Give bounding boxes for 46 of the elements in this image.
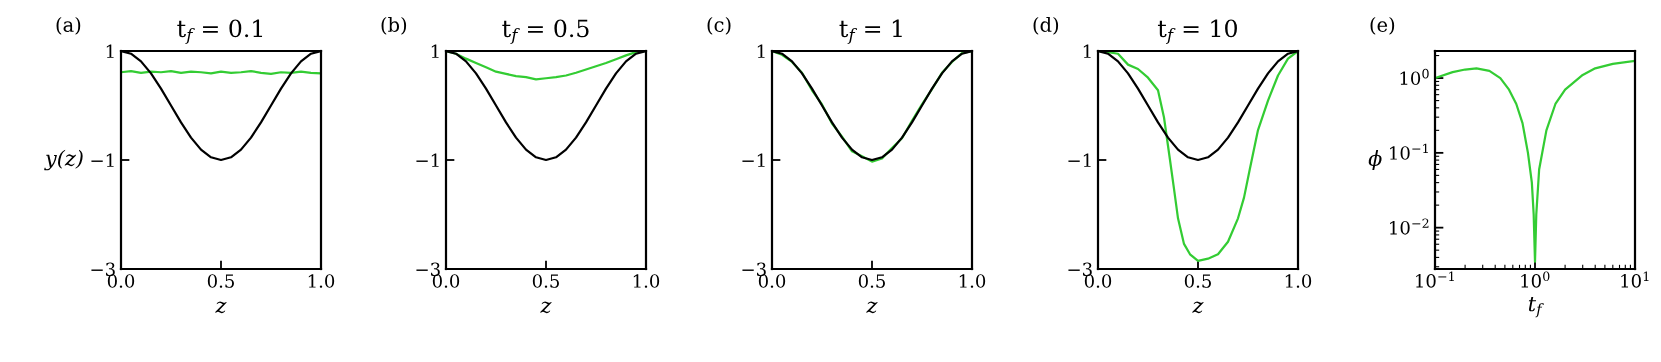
x-tick-label: 10$^{−1}$ (1416, 271, 1454, 288)
y-tick-label: −1 (1068, 153, 1091, 167)
y-tick-label: 10$^{0}$ (1400, 68, 1429, 86)
y-tick-label: −3 (742, 262, 766, 277)
x-axis-title: z (215, 301, 227, 314)
x-axis-title: z (1192, 301, 1204, 314)
chart-title: t$_{f}$ = 0.5 (502, 19, 589, 45)
text: (a) (56, 16, 81, 35)
y-tick-label: −1 (742, 153, 765, 167)
x-tick-label: 10$^{0}$ (1521, 271, 1550, 288)
y-tick-label: 1 (757, 44, 765, 58)
y-tick-label: 10$^{−1}$ (1390, 143, 1428, 160)
x-tick-label: 1.0 (308, 274, 335, 288)
x-tick-label: 0.5 (532, 274, 559, 288)
x-tick-label: 1.0 (959, 274, 986, 288)
y-tick-label: −3 (91, 262, 115, 277)
x-tick-label: 0.5 (1184, 274, 1211, 288)
x-tick-label: 0.5 (207, 274, 234, 288)
x-axis-title: t$_{f}$ (1528, 296, 1544, 318)
text: (b) (381, 16, 407, 35)
x-tick-label: 0.0 (1084, 274, 1112, 288)
y-tick-label: 1 (106, 44, 114, 58)
y-tick-label: 1 (1083, 44, 1091, 58)
x-axis-title: z (540, 301, 552, 314)
x-tick-label: 0.0 (432, 274, 460, 288)
y-tick-label: −3 (416, 262, 440, 277)
y-tick-label: 1 (431, 44, 439, 58)
chart-title: t$_{f}$ = 10 (1157, 19, 1237, 45)
text: (e) (1370, 16, 1395, 35)
x-tick-label: 0.5 (858, 274, 885, 288)
chart-title: t$_{f}$ = 0.1 (177, 19, 263, 45)
x-axis-title: z (866, 301, 878, 314)
y-tick-label: −1 (416, 153, 439, 167)
x-tick-label: 0.0 (107, 274, 135, 288)
chart-title: t$_{f}$ = 1 (839, 19, 902, 45)
y-tick-label: −1 (91, 153, 114, 167)
x-tick-label: 1.0 (633, 274, 660, 288)
x-tick-label: 10$^{1}$ (1621, 271, 1649, 288)
x-tick-label: 1.0 (1285, 274, 1312, 288)
text: (c) (707, 16, 731, 35)
y-tick-label: 10$^{−2}$ (1390, 218, 1429, 235)
text: (d) (1033, 16, 1059, 35)
y-axis-title: ϕ (1368, 149, 1382, 171)
y-tick-label: −3 (1068, 262, 1092, 277)
y-axis-title: y(z) (44, 149, 83, 171)
x-tick-label: 0.0 (758, 274, 786, 288)
